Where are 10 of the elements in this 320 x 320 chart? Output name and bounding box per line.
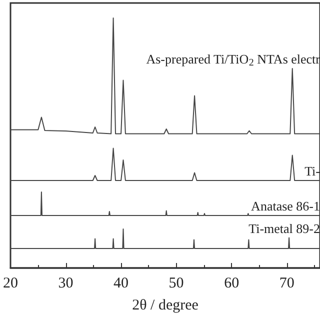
x-axis-title: 2θ / degree [132,298,199,314]
x-tick-label: 50 [168,276,184,292]
x-tick-label: 40 [114,276,129,292]
x-tick-label: 30 [58,276,74,292]
x-tick-label: 60 [224,276,240,292]
x-tick-label: 20 [3,276,18,292]
series-label: Anatase 86-1 [251,198,320,214]
series-label: Ti-metal 89-2 [248,220,320,236]
series-label: Ti- [304,164,320,178]
x-tick-label: 70 [279,276,294,292]
